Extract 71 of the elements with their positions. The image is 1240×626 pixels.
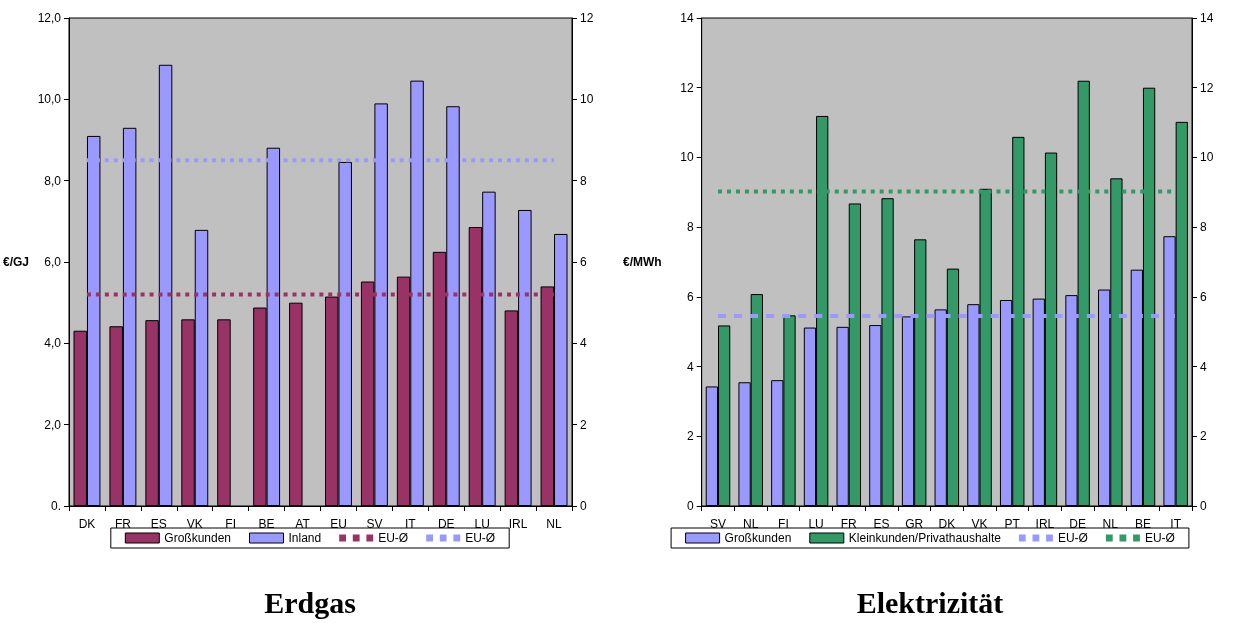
y2-tick-label: 2 (580, 417, 587, 432)
y2-tick-label: 6 (580, 255, 587, 269)
y2-tick-label: 12 (1200, 80, 1214, 95)
y-tick-label: 8,0 (44, 173, 62, 188)
y-tick-label: 0 (686, 499, 694, 513)
x-tick-label: FR (840, 517, 858, 531)
x-tick-label: LU (474, 517, 490, 531)
y-tick-label: 0. (51, 499, 62, 513)
x-tick-label: VK (186, 517, 203, 531)
y-tick-label: 8 (686, 220, 694, 235)
x-tick-label: DK (938, 517, 956, 531)
x-tick-label: IT (1170, 517, 1182, 531)
y-tick-label: 6 (686, 289, 694, 304)
x-tick-label: DE (437, 517, 455, 531)
x-tick-label: FR (114, 517, 132, 531)
y2-tick-label: 0 (580, 499, 587, 513)
x-tick-label: ES (873, 517, 890, 531)
x-tick-label: NL (743, 517, 759, 531)
y-tick-label: 6,0 (44, 255, 62, 269)
x-tick-label: BE (1134, 517, 1151, 531)
y2-tick-label: 12 (580, 11, 594, 25)
x-tick-label: SV (366, 517, 383, 531)
y-tick-label: 10,0 (37, 92, 62, 107)
x-tick-label: BE (258, 517, 275, 531)
y2-tick-label: 6 (1200, 289, 1207, 304)
y2-tick-label: 4 (580, 336, 587, 351)
text: Elektrizität (856, 585, 1004, 619)
y-tick-label: 10 (680, 150, 694, 165)
y-axis-title: €/MWh (622, 255, 662, 269)
y2-tick-label: 4 (1200, 359, 1207, 374)
y-tick-label: 4 (686, 359, 694, 374)
y-tick-label: 4,0 (44, 336, 62, 351)
x-tick-label: GR (905, 517, 924, 531)
x-tick-label: DE (1069, 517, 1086, 531)
x-tick-label: FI (778, 517, 789, 531)
y-axis-title: €/GJ (3, 255, 30, 269)
x-tick-label: SV (710, 517, 727, 531)
x-tick-label: LU (808, 517, 824, 531)
x-tick-label: PT (1004, 517, 1021, 531)
y2-tick-label: 14 (1200, 11, 1214, 25)
x-tick-label: IT (404, 517, 417, 531)
y-tick-label: 2 (686, 429, 694, 444)
x-tick-label: NL (1102, 517, 1119, 531)
x-tick-label: NL (546, 517, 563, 531)
legend-label: Kleinkunden/Privathaushalte (848, 531, 1002, 545)
legend-label: Inland (288, 531, 322, 545)
legend-label: Großkunden (164, 531, 231, 545)
legend-label: EU-Ø (378, 531, 409, 545)
x-tick-label: DK (78, 517, 96, 531)
x-tick-label: IRL (508, 517, 528, 531)
legend-label: EU-Ø (465, 531, 496, 545)
legend-label: EU-Ø (1144, 531, 1175, 545)
x-tick-label: ES (150, 517, 167, 531)
y-tick-label: 12,0 (37, 11, 62, 25)
legend-label: EU-Ø (1057, 531, 1088, 545)
x-tick-label: AT (295, 517, 311, 531)
y2-tick-label: 8 (580, 173, 587, 188)
x-tick-label: FI (225, 517, 237, 531)
legend-label: Großkunden (724, 531, 792, 545)
y-tick-label: 2,0 (44, 417, 62, 432)
y2-tick-label: 10 (1200, 150, 1214, 165)
text: Erdgas (264, 585, 356, 619)
y-tick-label: 14 (680, 11, 694, 25)
x-tick-label: VK (971, 517, 988, 531)
x-tick-label: EU (330, 517, 347, 531)
x-tick-label: IRL (1035, 517, 1055, 531)
y2-tick-label: 10 (580, 92, 594, 107)
y-tick-label: 12 (680, 80, 694, 95)
y2-tick-label: 0 (1200, 499, 1207, 513)
y2-tick-label: 2 (1200, 429, 1207, 444)
y2-tick-label: 8 (1200, 220, 1207, 235)
